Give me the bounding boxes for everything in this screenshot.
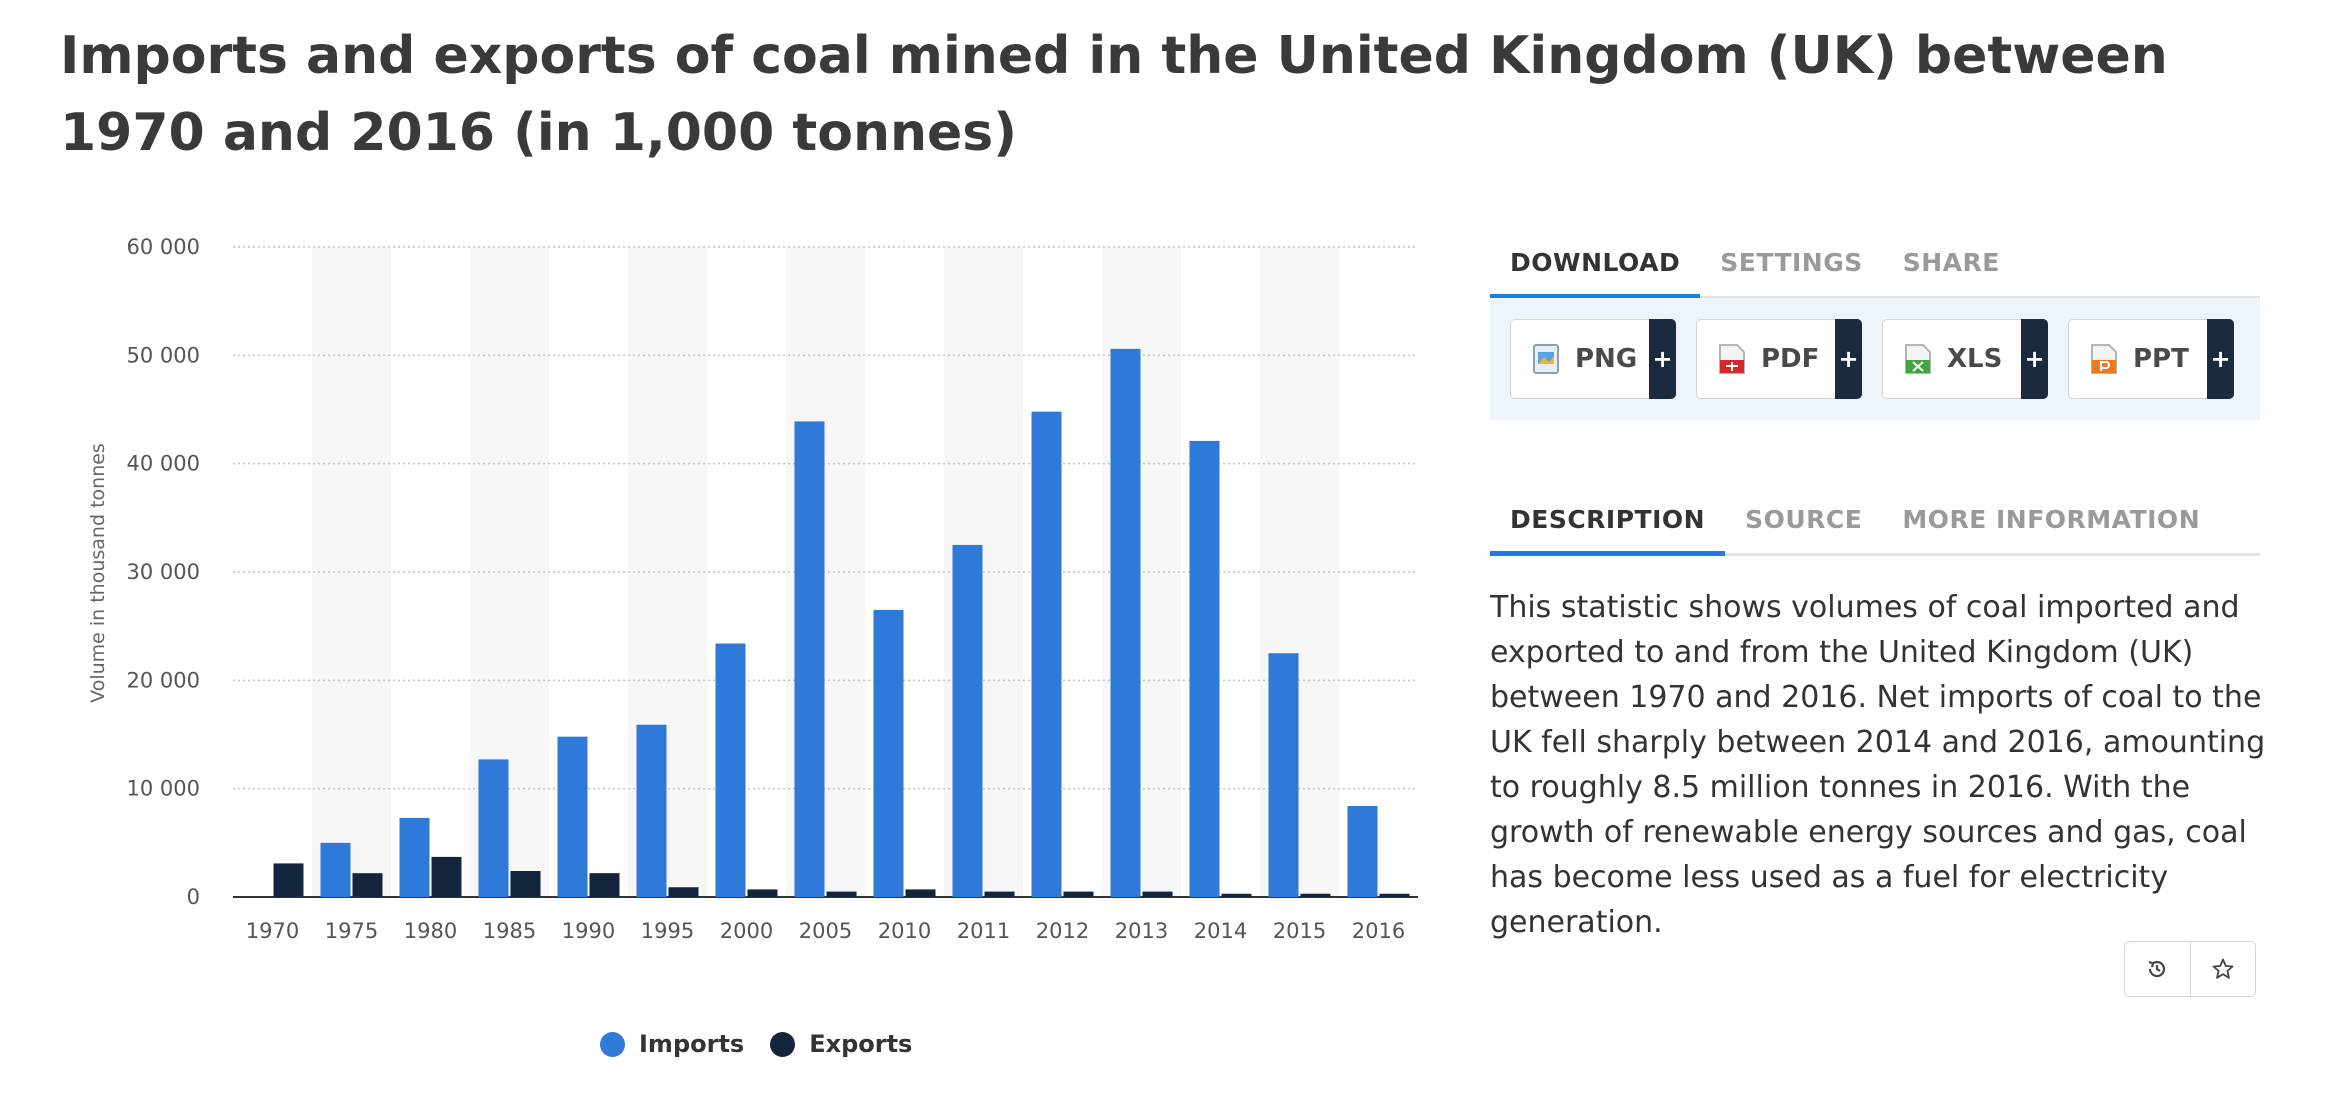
action-buttons [2124,941,2256,997]
bar-exports-2011[interactable] [984,891,1015,897]
pdf-file-icon [1719,344,1745,374]
x-tick-label: 2010 [878,919,931,943]
x-tick-label: 2000 [720,919,773,943]
download-ppt-button[interactable]: PPT + [2068,319,2234,399]
x-tick-labels: 1970 1975 1980 1985 1990 1995 2000 2005 2010 2011… [246,919,1405,943]
y-tick-labels: 0 10 000 20 000 30 000 40 000 50 000 60 000 [127,235,200,909]
bar-chart: 0 10 000 20 000 30 000 40 000 50 000 60 000 19… [87,235,1418,943]
history-button[interactable] [2125,942,2190,996]
x-tick-label: 1985 [483,919,536,943]
bar-exports-2000[interactable] [747,889,778,897]
bar-exports-1980[interactable] [431,856,462,897]
download-xls-label: XLS [1947,344,2003,374]
bar-imports-2014[interactable] [1189,440,1220,897]
legend-dot-exports [770,1031,796,1057]
bar-exports-2013[interactable] [1142,891,1173,897]
bar-imports-1990[interactable] [557,736,588,897]
download-tabs: DOWNLOAD SETTINGS SHARE [1490,236,2260,299]
tab-source[interactable]: SOURCE [1745,505,1863,534]
x-tick-label: 1980 [404,919,457,943]
bar-exports-1975[interactable] [352,873,383,897]
legend-label-exports: Exports [809,1030,913,1058]
image-file-icon [1533,344,1559,374]
tab-more-information[interactable]: MORE INFORMATION [1902,505,2201,534]
download-png-button[interactable]: PNG + [1510,319,1676,399]
bar-exports-1970[interactable] [273,863,304,897]
y-tick-label: 30 000 [127,560,200,584]
bar-exports-2014[interactable] [1221,893,1252,897]
x-tick-label: 2013 [1115,919,1168,943]
legend-label-imports: Imports [639,1030,745,1058]
x-tick-label: 2011 [957,919,1010,943]
tab-share[interactable]: SHARE [1902,248,2000,277]
tab-settings[interactable]: SETTINGS [1720,248,1863,277]
info-tabs: DESCRIPTION SOURCE MORE INFORMATION [1490,493,2260,556]
y-tick-label: 10 000 [127,777,200,801]
x-tick-label: 2016 [1352,919,1405,943]
tab-download[interactable]: DOWNLOAD [1490,248,1701,299]
bar-imports-2012[interactable] [1031,411,1062,897]
bar-imports-2016[interactable] [1347,806,1378,897]
bar-imports-1975[interactable] [320,842,351,897]
bar-exports-2005[interactable] [826,891,857,897]
favorite-button[interactable] [2189,942,2256,996]
x-tick-label: 2014 [1194,919,1247,943]
tab-description[interactable]: DESCRIPTION [1490,505,1726,556]
description-text: This statistic shows volumes of coal imp… [1490,590,2266,940]
gridlines [233,246,1418,898]
bar-imports-2013[interactable] [1110,348,1141,897]
x-tick-label: 1990 [562,919,615,943]
bar-exports-2012[interactable] [1063,891,1094,897]
bar-exports-2010[interactable] [905,889,936,897]
bar-imports-2015[interactable] [1268,653,1299,897]
download-pdf-label: PDF [1761,344,1820,374]
bar-imports-2000[interactable] [715,643,746,898]
y-tick-label: 40 000 [127,452,200,476]
x-tick-label: 2015 [1273,919,1326,943]
y-axis-title: Volume in thousand tonnes [87,443,109,703]
bars [273,348,1410,898]
xls-file-icon [1905,344,1931,374]
download-png-label: PNG [1575,344,1638,374]
bar-exports-2016[interactable] [1379,893,1410,897]
star-icon [2212,958,2234,979]
bar-imports-1995[interactable] [636,724,667,897]
bar-imports-2011[interactable] [952,544,983,897]
y-tick-label: 50 000 [127,343,200,367]
bar-exports-1995[interactable] [668,887,699,897]
bar-imports-2005[interactable] [794,421,825,897]
bar-imports-1985[interactable] [478,759,509,897]
y-tick-label: 0 [187,885,200,909]
bar-exports-2015[interactable] [1300,893,1331,897]
x-tick-label: 2012 [1036,919,1089,943]
x-tick-label: 1975 [325,919,378,943]
x-tick-label: 2005 [799,919,852,943]
history-icon [2148,960,2166,978]
page-title: Imports and exports of coal mined in the… [60,26,2168,163]
ppt-file-icon [2091,344,2117,374]
download-panel: PNG + PDF + XLS + PPT + [1490,298,2260,420]
bar-imports-1980[interactable] [399,817,430,897]
pdf-plus-button[interactable]: + [1835,319,1862,399]
png-plus-button[interactable]: + [1649,319,1676,399]
ppt-plus-button[interactable]: + [2207,319,2234,399]
legend: Imports Exports [600,1026,938,1062]
legend-item-imports[interactable]: Imports [600,1030,744,1058]
bar-exports-1985[interactable] [510,871,541,897]
y-tick-label: 60 000 [127,235,200,259]
category-band [312,247,391,897]
bar-imports-2010[interactable] [873,609,904,897]
download-pdf-button[interactable]: PDF + [1696,319,1862,399]
download-ppt-label: PPT [2133,344,2189,374]
y-tick-label: 20 000 [127,668,200,692]
xls-plus-button[interactable]: + [2021,319,2048,399]
download-xls-button[interactable]: XLS + [1882,319,2048,399]
legend-dot-imports [600,1031,625,1057]
x-tick-label: 1995 [641,919,694,943]
bar-exports-1990[interactable] [589,873,620,897]
legend-item-exports[interactable]: Exports [770,1030,912,1058]
x-tick-label: 1970 [246,919,299,943]
